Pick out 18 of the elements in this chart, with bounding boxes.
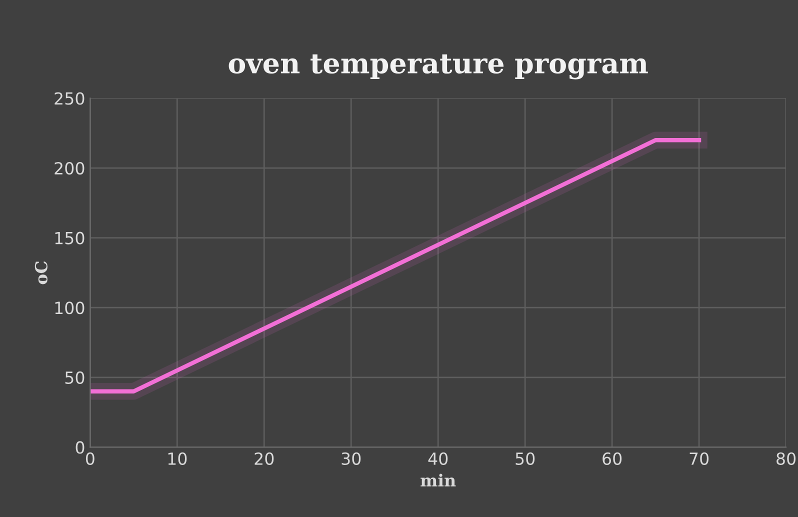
x-tick-label: 50 bbox=[516, 452, 535, 465]
x-tick-label: 10 bbox=[168, 452, 187, 465]
y-tick-label: 250 bbox=[54, 92, 84, 105]
chart-title: oven temperature program bbox=[228, 54, 648, 80]
y-tick-label: 0 bbox=[76, 441, 84, 454]
y-tick-label: 200 bbox=[54, 162, 84, 175]
x-tick-label: 80 bbox=[776, 452, 796, 465]
y-tick-label: 50 bbox=[65, 371, 84, 384]
y-tick-label: 100 bbox=[55, 302, 84, 314]
x-tick-label: 40 bbox=[428, 452, 448, 465]
y-axis-title: oC bbox=[34, 261, 48, 284]
x-tick-label: 60 bbox=[602, 452, 622, 465]
y-tick-label: 150 bbox=[55, 232, 84, 244]
x-tick-label: 30 bbox=[342, 452, 361, 465]
x-axis-title: min bbox=[420, 474, 456, 486]
x-tick-label: 70 bbox=[690, 452, 709, 465]
x-tick-label: 20 bbox=[254, 452, 274, 465]
x-tick-label: 0 bbox=[86, 452, 94, 465]
